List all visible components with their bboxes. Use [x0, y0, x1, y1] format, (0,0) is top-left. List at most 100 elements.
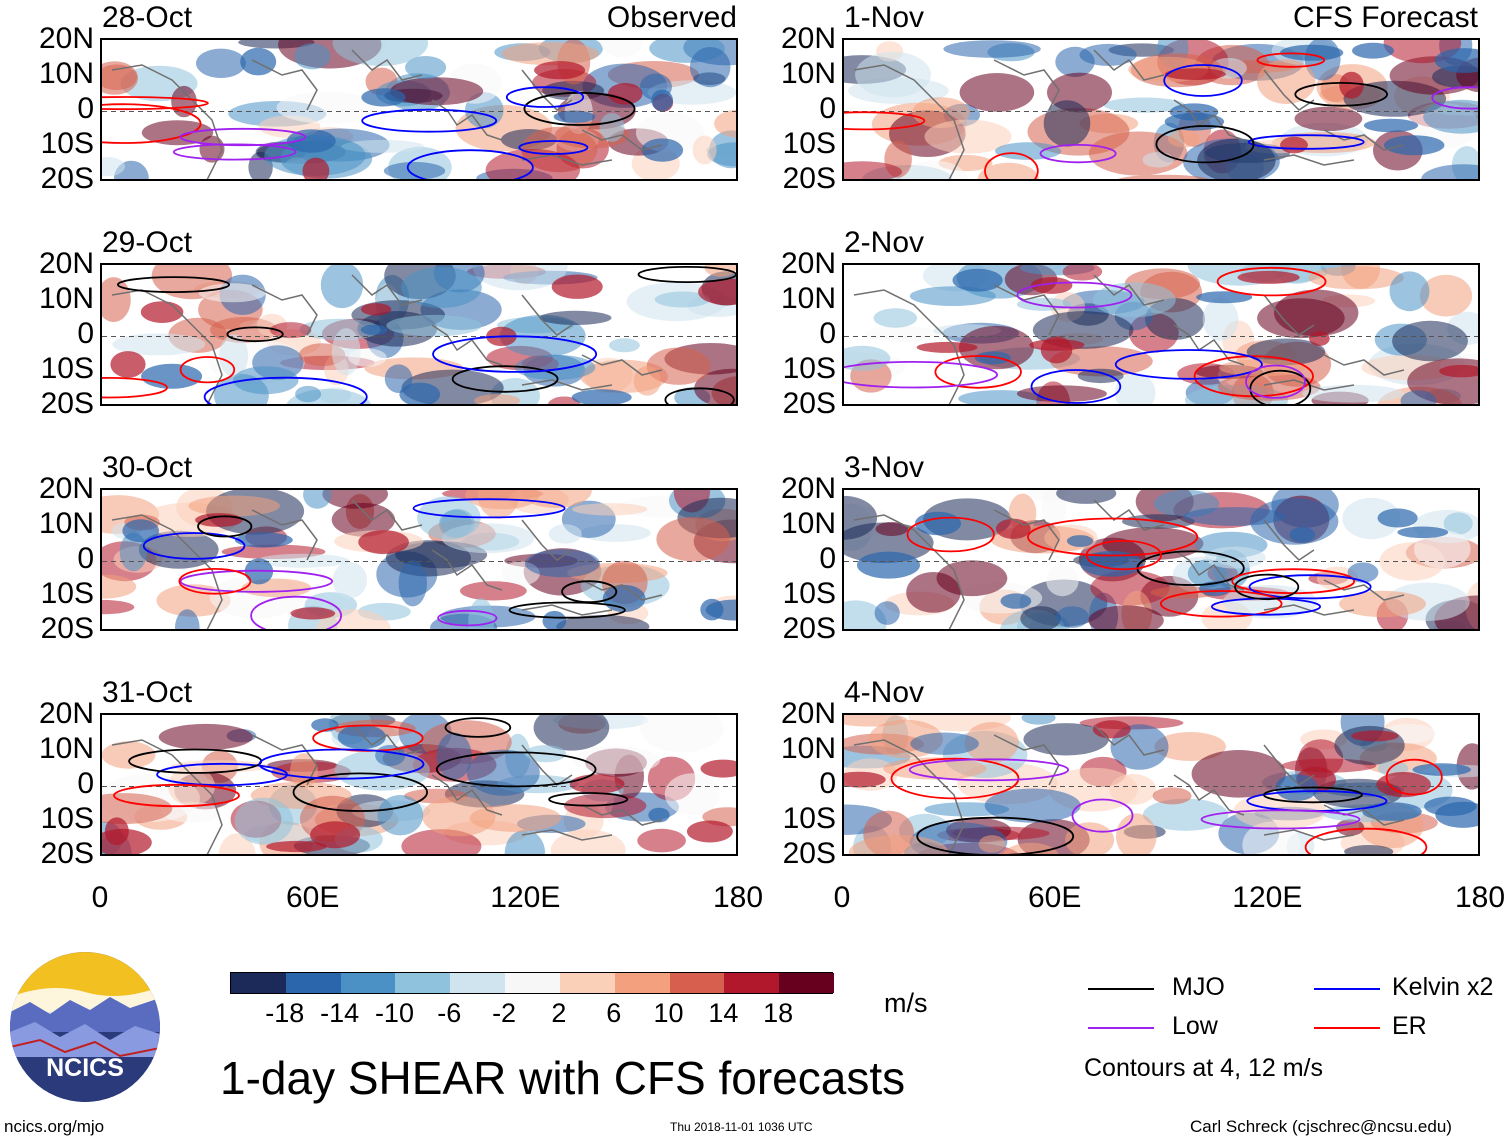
wave-contour [258, 748, 425, 780]
anomaly-shade [383, 162, 446, 179]
anomaly-core [337, 724, 386, 750]
wave-contour [518, 140, 589, 155]
coastline [431, 549, 503, 591]
anomaly-core [569, 774, 625, 794]
anomaly-core [844, 771, 886, 788]
coastline [1093, 49, 1165, 81]
shear-field [102, 715, 736, 854]
x-tick-label: 120E [490, 881, 561, 914]
y-tick-label: 10S [40, 127, 94, 160]
anomaly-shade [102, 599, 135, 615]
y-tick-label: 10S [782, 127, 836, 160]
y-tick-label: 20N [780, 22, 836, 55]
anomaly-core [1435, 801, 1478, 828]
anomaly-shade [299, 318, 381, 341]
anomaly-core [698, 278, 736, 306]
panel-date-label: 29-Oct [102, 226, 193, 259]
anomaly-core [234, 532, 293, 548]
map-panel [100, 263, 738, 406]
anomaly-shade [883, 757, 987, 780]
anomaly-core [358, 530, 409, 555]
y-tick-label: 20N [38, 697, 94, 730]
anomaly-shade [158, 723, 253, 751]
anomaly-shade [102, 277, 131, 323]
coastline [1173, 324, 1245, 366]
anomaly-shade [1016, 385, 1107, 402]
wave-contour [406, 149, 534, 179]
wave-contour [1114, 349, 1263, 380]
wave-contour [1027, 517, 1199, 557]
coastline [993, 59, 1060, 111]
anomaly-shade [1316, 566, 1358, 591]
anomaly-core [1377, 508, 1418, 528]
anomaly-shade [1336, 819, 1365, 836]
anomaly-core [1031, 277, 1073, 294]
coastline [1323, 354, 1405, 376]
coastline [521, 294, 573, 336]
colorbar-tick-label: 2 [551, 998, 567, 1028]
anomaly-shade [1079, 43, 1137, 66]
shear-field [844, 490, 1478, 629]
colorbar-segment [340, 973, 396, 993]
coastline [521, 154, 613, 166]
anomaly-shade [332, 40, 429, 66]
x-tick-label: 180 [1454, 881, 1506, 914]
map-panel [842, 488, 1480, 631]
anomaly-core [571, 389, 632, 404]
anomaly-core [290, 607, 336, 620]
wave-contour [508, 601, 626, 619]
anomaly-shade [600, 40, 644, 58]
coastline [351, 274, 423, 306]
anomaly-shade [1046, 565, 1079, 597]
anomaly-shade [844, 495, 878, 540]
x-tick-label: 60E [285, 881, 340, 914]
anomaly-shade [1204, 546, 1266, 569]
wave-contour [102, 96, 209, 111]
anomaly-shade [1202, 298, 1239, 341]
anomaly-shade [504, 829, 546, 854]
anomaly-core [286, 129, 336, 153]
anomaly-shade [548, 524, 582, 544]
panel-date-label: 30-Oct [102, 451, 193, 484]
coastline [1323, 579, 1405, 601]
anomaly-shade [640, 715, 724, 753]
wave-contour [1304, 827, 1428, 854]
anomaly-core [302, 157, 330, 179]
anomaly-shade [848, 835, 949, 854]
anomaly-shade [1347, 562, 1379, 583]
anomaly-shade [1421, 164, 1478, 179]
anomaly-shade [468, 598, 495, 629]
anomaly-shade [102, 157, 125, 177]
legend-label: MJO [1172, 973, 1225, 1001]
wave-contour [1016, 281, 1133, 309]
anomaly-shade [1257, 59, 1316, 104]
anomaly-shade [1308, 266, 1404, 290]
y-tick-label: 20S [782, 162, 836, 195]
wave-contour [1245, 364, 1306, 399]
anomaly-shade [1339, 590, 1426, 618]
wave-contour [102, 103, 202, 144]
y-tick-label: 20S [782, 612, 836, 645]
colorbar-segment [231, 973, 287, 993]
anomaly-shade [1246, 338, 1326, 366]
wave-contour [934, 355, 1022, 389]
panel-date-label: 1-Nov [844, 1, 925, 34]
y-tick-label: 10N [780, 57, 836, 90]
y-tick-label: 10S [40, 352, 94, 385]
anomaly-core [1080, 550, 1144, 577]
anomaly-shade [874, 601, 900, 625]
anomaly-shade [469, 804, 562, 832]
colorbar-segment [669, 973, 725, 993]
map-panel [842, 38, 1480, 181]
coastline [1093, 724, 1165, 756]
anomaly-shade [714, 109, 736, 138]
footer-left[interactable]: ncics.org/mjo [4, 1117, 105, 1136]
colorbar-tick-label: -10 [374, 998, 414, 1028]
anomaly-shade [689, 47, 731, 88]
anomaly-core [1362, 802, 1422, 821]
anomaly-core [700, 598, 724, 621]
colorbar-tick-label: 6 [606, 998, 622, 1028]
y-tick-label: 20N [38, 22, 94, 55]
wave-contour [203, 376, 368, 404]
anomaly-shade [1077, 368, 1124, 384]
